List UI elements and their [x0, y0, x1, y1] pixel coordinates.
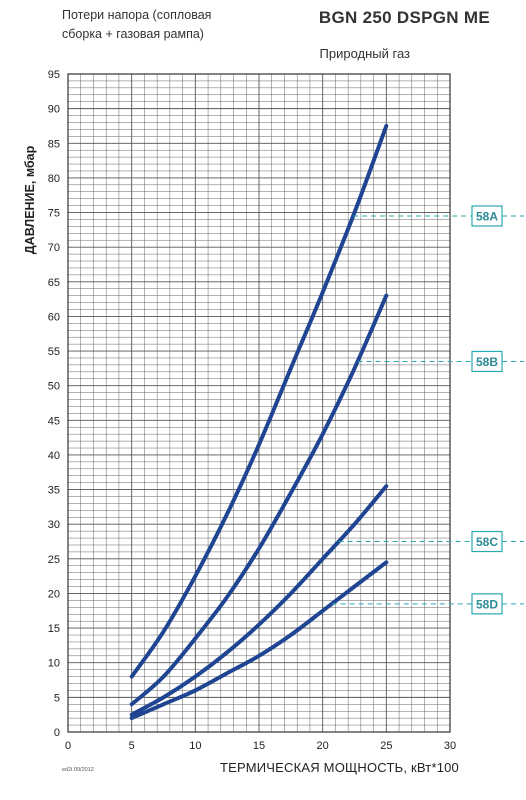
- x-tick-label: 20: [317, 740, 329, 752]
- curve-58b: [129, 293, 389, 707]
- y-tick-label: 65: [48, 277, 60, 289]
- x-tick-label: 0: [65, 740, 71, 752]
- edition-mark: ed2i.09/2012: [62, 767, 94, 773]
- curve-58c: [129, 484, 389, 717]
- x-axis-label: ТЕРМИЧЕСКАЯ МОЩНОСТЬ, кВт*100: [220, 760, 459, 775]
- plot-frame: [67, 73, 451, 733]
- y-tick-label: 70: [48, 242, 60, 254]
- curve-58d: [129, 560, 389, 721]
- series-label-58b: 58B: [476, 355, 498, 369]
- y-tick-label: 75: [48, 208, 60, 220]
- series-label-58d: 58D: [476, 597, 498, 611]
- x-tick-label: 25: [380, 740, 392, 752]
- chart-title: BGN 250 DSPGN ME: [318, 8, 490, 27]
- x-tick-label: 10: [189, 740, 201, 752]
- x-tick-label: 30: [444, 740, 456, 752]
- series-label-58c: 58C: [476, 535, 498, 549]
- y-tick-label: 30: [48, 519, 60, 531]
- head-loss-note-line1: Потери напора (сопловая: [62, 8, 212, 22]
- y-tick-label: 0: [54, 727, 60, 739]
- chart-subtitle: Природный газ: [319, 46, 411, 61]
- y-tick-label: 10: [48, 658, 60, 670]
- y-tick-label: 15: [48, 623, 60, 635]
- head-loss-note: Потери напора (сопловая сборка + газовая…: [62, 6, 242, 44]
- y-tick-label: 95: [48, 69, 60, 81]
- y-tick-label: 80: [48, 173, 60, 185]
- curve-58a: [129, 123, 389, 679]
- y-tick-label: 55: [48, 346, 60, 358]
- y-tick-label: 90: [48, 104, 60, 116]
- y-tick-label: 60: [48, 311, 60, 323]
- y-tick-label: 40: [48, 450, 60, 462]
- y-tick-label: 35: [48, 485, 60, 497]
- series-label-58a: 58A: [476, 209, 498, 223]
- y-tick-label: 85: [48, 138, 60, 150]
- head-loss-note-line2: сборка + газовая рампа): [62, 27, 204, 41]
- y-tick-label: 25: [48, 554, 60, 566]
- x-tick-label: 15: [253, 740, 265, 752]
- y-tick-label: 50: [48, 381, 60, 393]
- y-tick-label: 20: [48, 588, 60, 600]
- y-tick-label: 5: [54, 692, 60, 704]
- x-tick-label: 5: [129, 740, 135, 752]
- y-tick-label: 45: [48, 415, 60, 427]
